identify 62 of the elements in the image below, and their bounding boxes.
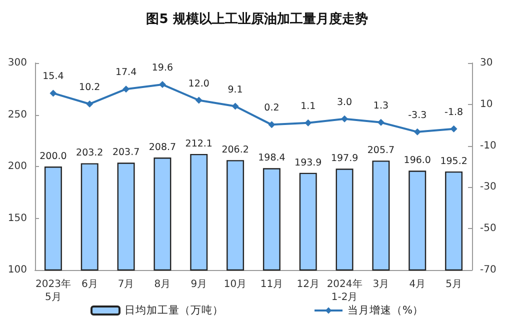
data-label: 205.7: [367, 145, 395, 156]
data-label: 3.0: [336, 96, 352, 108]
data-label: 1.3: [373, 100, 389, 112]
y2-tick-label: -50: [480, 223, 496, 234]
point: [122, 86, 130, 93]
data-label: 0.2: [264, 102, 280, 114]
data-label: 212.1: [185, 138, 212, 150]
point: [341, 115, 348, 122]
data-label: 17.4: [115, 67, 137, 78]
legend-label: 当月增速（%）: [348, 304, 424, 316]
data-label: 200.0: [40, 151, 67, 162]
data-label: -1.8: [444, 106, 464, 118]
data-label: 208.7: [148, 142, 176, 153]
data-label: -3.3: [408, 110, 427, 121]
point: [304, 119, 312, 126]
x-tick-label: 2024年 1-2月: [326, 278, 362, 303]
y2-tick-label: -70: [480, 264, 496, 276]
x-tick-label: 10月: [224, 279, 247, 290]
data-label: 1.1: [300, 100, 316, 112]
data-label: 9.1: [228, 84, 243, 96]
y-tick-label: 250: [8, 109, 27, 120]
point: [414, 128, 421, 136]
x-tick-label: 2023年 5月: [35, 278, 71, 303]
point: [50, 90, 57, 97]
data-label: 10.2: [79, 82, 100, 93]
data-label: 196.0: [404, 155, 431, 166]
point: [450, 125, 458, 132]
legend-label: 日均加工量（万吨）: [124, 304, 224, 316]
data-label: 195.2: [440, 156, 468, 167]
data-label: 203.2: [76, 148, 104, 159]
y2-tick-label: 30: [480, 58, 493, 68]
point: [268, 121, 276, 128]
point: [158, 81, 166, 88]
chart-title: 图5 规模以上工业原油加工量月度走势: [146, 11, 368, 27]
x-tick-label: 4月: [409, 279, 426, 290]
point: [195, 96, 202, 104]
y2-tick-label: -10: [480, 140, 496, 152]
y-tick-label: 150: [8, 212, 27, 224]
x-tick-label: 12月: [296, 279, 320, 290]
y-tick-label: 300: [8, 58, 27, 68]
data-label: 19.6: [152, 62, 174, 74]
y-tick-label: 100: [8, 264, 27, 276]
x-tick-label: 5月: [446, 279, 462, 290]
point: [377, 118, 384, 126]
x-tick-label: 8月: [154, 279, 171, 290]
x-tick-label: 3月: [372, 279, 390, 290]
data-label: 197.9: [330, 153, 358, 164]
x-tick-label: 9月: [190, 279, 208, 290]
point: [86, 100, 94, 108]
data-label: 206.2: [222, 144, 249, 156]
data-label: 193.9: [294, 157, 322, 168]
data-label: 203.7: [112, 147, 140, 158]
y2-tick-label: 10: [480, 98, 493, 110]
data-label: 12.0: [188, 78, 210, 90]
x-tick-label: 6月: [81, 279, 98, 290]
y2-tick-label: -30: [480, 182, 496, 193]
x-tick-label: 7月: [118, 279, 134, 290]
data-label: 15.4: [42, 71, 64, 82]
y-tick-label: 200: [8, 161, 27, 172]
point: [232, 102, 239, 110]
data-label: 198.4: [258, 152, 286, 164]
x-tick-label: 11月: [260, 279, 284, 290]
